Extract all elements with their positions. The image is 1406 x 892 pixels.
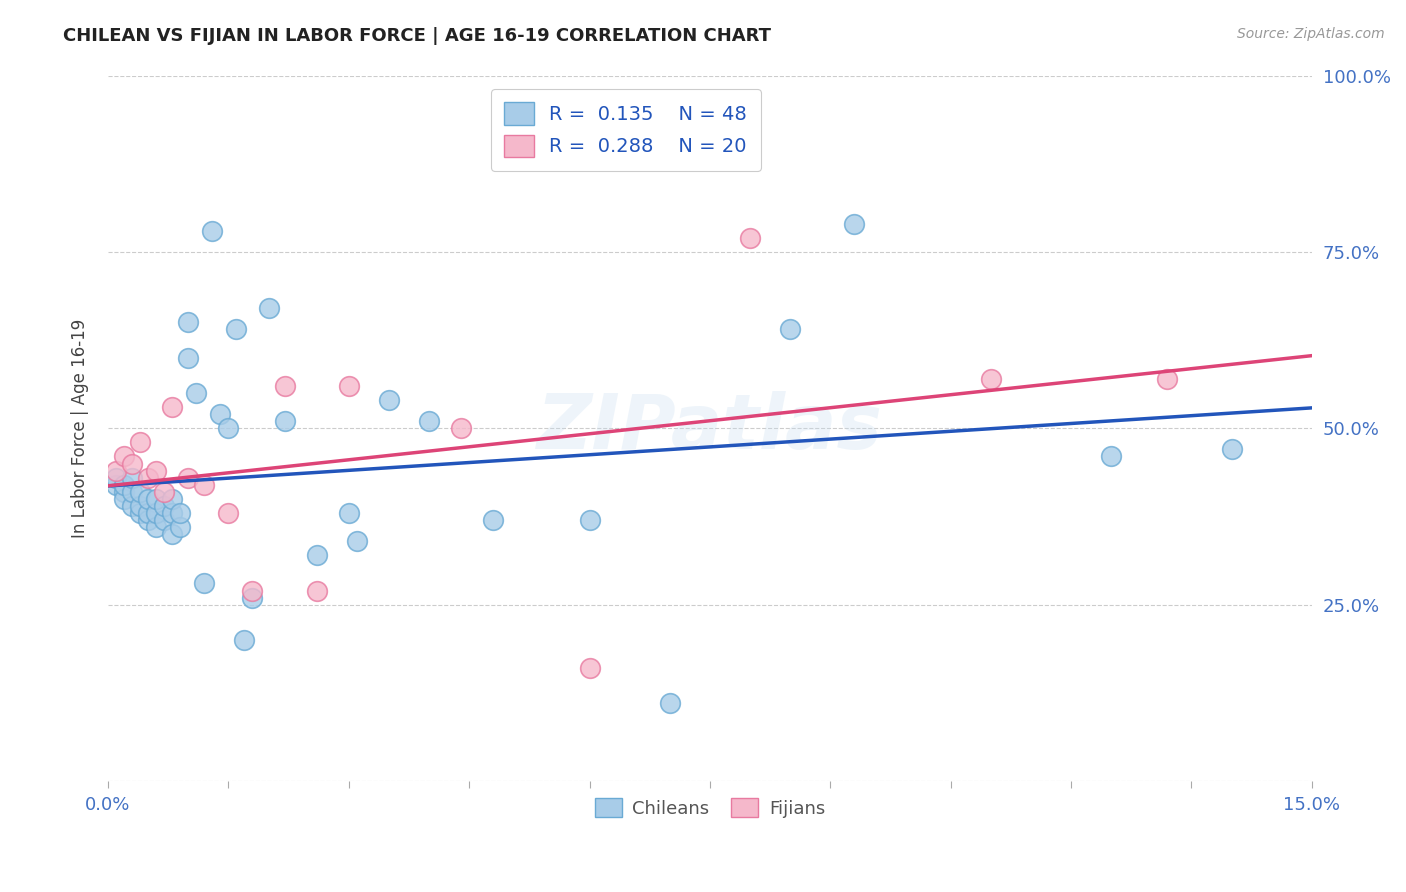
Point xyxy=(257,301,280,316)
Point xyxy=(177,351,200,365)
Point xyxy=(346,534,368,549)
Point xyxy=(418,414,440,428)
Point xyxy=(160,506,183,520)
Point xyxy=(177,315,200,329)
Point xyxy=(450,421,472,435)
Point xyxy=(273,379,295,393)
Point xyxy=(145,464,167,478)
Point xyxy=(217,506,239,520)
Point xyxy=(193,576,215,591)
Point xyxy=(169,506,191,520)
Point xyxy=(578,513,600,527)
Point xyxy=(305,548,328,562)
Point xyxy=(844,217,866,231)
Point xyxy=(145,520,167,534)
Point xyxy=(242,583,264,598)
Point xyxy=(779,322,801,336)
Point xyxy=(1099,450,1122,464)
Point xyxy=(980,372,1002,386)
Point xyxy=(242,591,264,605)
Legend: Chileans, Fijians: Chileans, Fijians xyxy=(588,790,832,825)
Point xyxy=(160,400,183,414)
Point xyxy=(112,484,135,499)
Point xyxy=(738,231,761,245)
Point xyxy=(121,499,143,513)
Point xyxy=(153,513,176,527)
Point xyxy=(1220,442,1243,457)
Point xyxy=(136,513,159,527)
Point xyxy=(136,470,159,484)
Point xyxy=(121,457,143,471)
Point xyxy=(201,224,224,238)
Point xyxy=(305,583,328,598)
Point xyxy=(112,450,135,464)
Point xyxy=(1156,372,1178,386)
Point xyxy=(177,470,200,484)
Point xyxy=(337,379,360,393)
Point xyxy=(578,661,600,675)
Point xyxy=(105,477,128,491)
Y-axis label: In Labor Force | Age 16-19: In Labor Force | Age 16-19 xyxy=(72,318,89,538)
Point xyxy=(217,421,239,435)
Point xyxy=(112,477,135,491)
Point xyxy=(169,520,191,534)
Point xyxy=(136,491,159,506)
Point xyxy=(145,506,167,520)
Text: CHILEAN VS FIJIAN IN LABOR FORCE | AGE 16-19 CORRELATION CHART: CHILEAN VS FIJIAN IN LABOR FORCE | AGE 1… xyxy=(63,27,772,45)
Point xyxy=(129,506,152,520)
Point xyxy=(233,632,256,647)
Text: ZIPatlas: ZIPatlas xyxy=(537,392,883,466)
Point xyxy=(193,477,215,491)
Point xyxy=(209,407,232,421)
Point xyxy=(153,484,176,499)
Point xyxy=(145,491,167,506)
Point xyxy=(105,464,128,478)
Point xyxy=(136,506,159,520)
Point xyxy=(129,499,152,513)
Point xyxy=(160,491,183,506)
Point xyxy=(186,386,208,401)
Point xyxy=(153,499,176,513)
Point xyxy=(225,322,247,336)
Text: Source: ZipAtlas.com: Source: ZipAtlas.com xyxy=(1237,27,1385,41)
Point xyxy=(482,513,505,527)
Point xyxy=(121,484,143,499)
Point xyxy=(129,484,152,499)
Point xyxy=(121,470,143,484)
Point xyxy=(129,435,152,450)
Point xyxy=(112,491,135,506)
Point xyxy=(105,470,128,484)
Point xyxy=(378,392,401,407)
Point xyxy=(160,527,183,541)
Point xyxy=(658,697,681,711)
Point xyxy=(337,506,360,520)
Point xyxy=(273,414,295,428)
